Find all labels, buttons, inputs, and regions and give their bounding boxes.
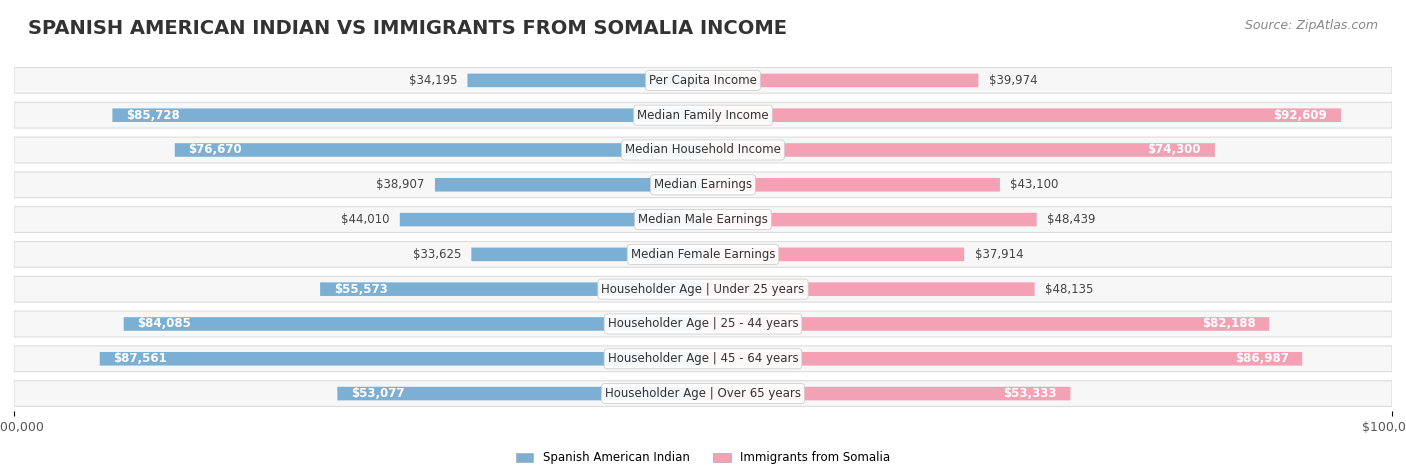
FancyBboxPatch shape [14, 137, 1392, 163]
FancyBboxPatch shape [434, 178, 703, 191]
Text: $43,100: $43,100 [1011, 178, 1059, 191]
Text: Source: ZipAtlas.com: Source: ZipAtlas.com [1244, 19, 1378, 32]
FancyBboxPatch shape [703, 74, 979, 87]
Text: $34,195: $34,195 [409, 74, 457, 87]
Text: Householder Age | Under 25 years: Householder Age | Under 25 years [602, 283, 804, 296]
FancyBboxPatch shape [14, 68, 1392, 93]
Text: Householder Age | Over 65 years: Householder Age | Over 65 years [605, 387, 801, 400]
FancyBboxPatch shape [703, 352, 1302, 366]
FancyBboxPatch shape [14, 276, 1392, 302]
Text: Median Household Income: Median Household Income [626, 143, 780, 156]
FancyBboxPatch shape [14, 172, 1392, 198]
Text: $48,135: $48,135 [1045, 283, 1094, 296]
Text: $38,907: $38,907 [377, 178, 425, 191]
FancyBboxPatch shape [337, 387, 703, 400]
Text: Median Family Income: Median Family Income [637, 109, 769, 122]
Text: Median Earnings: Median Earnings [654, 178, 752, 191]
FancyBboxPatch shape [14, 102, 1392, 128]
FancyBboxPatch shape [112, 108, 703, 122]
FancyBboxPatch shape [703, 108, 1341, 122]
FancyBboxPatch shape [703, 248, 965, 261]
FancyBboxPatch shape [703, 178, 1000, 191]
Text: $37,914: $37,914 [974, 248, 1024, 261]
Text: Median Female Earnings: Median Female Earnings [631, 248, 775, 261]
Text: $92,609: $92,609 [1274, 109, 1327, 122]
Text: Per Capita Income: Per Capita Income [650, 74, 756, 87]
Text: Householder Age | 45 - 64 years: Householder Age | 45 - 64 years [607, 352, 799, 365]
Text: Median Male Earnings: Median Male Earnings [638, 213, 768, 226]
FancyBboxPatch shape [467, 74, 703, 87]
FancyBboxPatch shape [14, 207, 1392, 233]
FancyBboxPatch shape [174, 143, 703, 157]
FancyBboxPatch shape [321, 283, 703, 296]
Text: $48,439: $48,439 [1047, 213, 1095, 226]
FancyBboxPatch shape [399, 213, 703, 226]
FancyBboxPatch shape [14, 241, 1392, 267]
FancyBboxPatch shape [14, 381, 1392, 406]
Text: $87,561: $87,561 [114, 352, 167, 365]
FancyBboxPatch shape [14, 346, 1392, 372]
FancyBboxPatch shape [703, 283, 1035, 296]
Text: $33,625: $33,625 [412, 248, 461, 261]
Text: $86,987: $86,987 [1234, 352, 1288, 365]
Text: SPANISH AMERICAN INDIAN VS IMMIGRANTS FROM SOMALIA INCOME: SPANISH AMERICAN INDIAN VS IMMIGRANTS FR… [28, 19, 787, 38]
Text: $39,974: $39,974 [988, 74, 1038, 87]
Text: $84,085: $84,085 [138, 318, 191, 331]
Text: $44,010: $44,010 [342, 213, 389, 226]
Text: Householder Age | 25 - 44 years: Householder Age | 25 - 44 years [607, 318, 799, 331]
FancyBboxPatch shape [703, 317, 1270, 331]
FancyBboxPatch shape [124, 317, 703, 331]
Text: $53,333: $53,333 [1002, 387, 1057, 400]
FancyBboxPatch shape [14, 311, 1392, 337]
FancyBboxPatch shape [703, 213, 1036, 226]
Text: $55,573: $55,573 [333, 283, 388, 296]
FancyBboxPatch shape [703, 143, 1215, 157]
Text: $85,728: $85,728 [127, 109, 180, 122]
Text: $76,670: $76,670 [188, 143, 242, 156]
Text: $82,188: $82,188 [1202, 318, 1256, 331]
Text: $74,300: $74,300 [1147, 143, 1201, 156]
Legend: Spanish American Indian, Immigrants from Somalia: Spanish American Indian, Immigrants from… [510, 446, 896, 467]
FancyBboxPatch shape [471, 248, 703, 261]
FancyBboxPatch shape [703, 387, 1070, 400]
Text: $53,077: $53,077 [352, 387, 405, 400]
FancyBboxPatch shape [100, 352, 703, 366]
